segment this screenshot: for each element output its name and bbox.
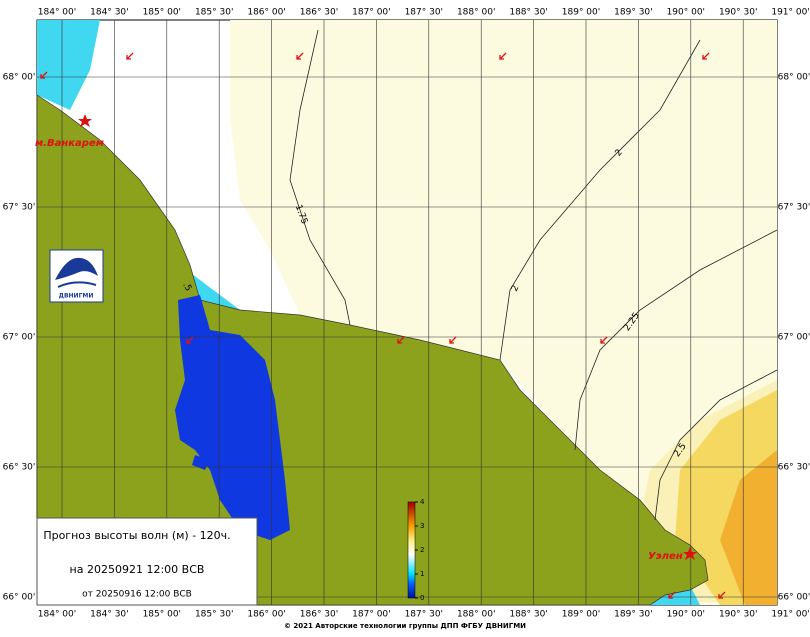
lat-label: 66° 00': [778, 593, 810, 603]
lat-label: 67° 00': [778, 333, 810, 343]
lon-label: 190° 00': [667, 610, 705, 620]
lon-label: 188° 30': [509, 610, 547, 620]
lon-label: 190° 30': [719, 8, 757, 18]
contour-line: [289, 29, 351, 326]
logo-text: ДВНИГМИ: [59, 293, 94, 300]
info-issued: от 20250916 12:00 ВСВ: [82, 590, 192, 600]
lon-label: 191° 00': [771, 8, 809, 18]
lat-label: 67° 30': [778, 203, 810, 213]
colorbar-label: 0: [420, 594, 424, 602]
lon-label: 189° 00': [562, 610, 600, 620]
lon-label: 184° 30': [90, 8, 128, 18]
lagoon: [192, 455, 210, 470]
lat-label: 67° 00': [3, 333, 36, 343]
lon-label: 186° 00': [247, 610, 285, 620]
lon-label: 189° 30': [614, 8, 652, 18]
logo-mark: [55, 257, 98, 280]
wave-arrow: [186, 336, 194, 344]
lagoon: [175, 295, 290, 540]
lon-label: 185° 00': [143, 8, 181, 18]
lon-label: 188° 30': [509, 8, 547, 18]
place-label: Уэлен: [648, 551, 683, 562]
wave-arrow: [499, 52, 507, 60]
contour-line: [499, 39, 701, 361]
colorbar-label: 1: [420, 570, 424, 578]
lat-label: 66° 30': [778, 463, 810, 473]
lon-label: 188° 00': [457, 8, 495, 18]
lon-label: 184° 00': [38, 8, 76, 18]
place-label: м.Ванкарем: [35, 138, 104, 149]
lon-label: 184° 30': [90, 610, 128, 620]
info-valid: на 20250921 12:00 ВСВ: [70, 563, 205, 576]
lon-label: 185° 30': [195, 610, 233, 620]
lat-label: 67° 30': [3, 203, 36, 213]
lon-label: 191° 00': [771, 610, 809, 620]
contour-line: [574, 229, 778, 451]
wave-arrow: [296, 52, 304, 60]
wave-arrow: [397, 336, 405, 344]
lon-label: 187° 30': [405, 610, 443, 620]
contour-label: 2: [510, 284, 521, 293]
lon-label: 187° 00': [352, 8, 390, 18]
sea-higher: [720, 450, 777, 605]
place-marker: [683, 547, 697, 560]
lon-label: 185° 30': [195, 8, 233, 18]
lat-label: 68° 00': [778, 73, 810, 83]
colorbar-label: 3: [420, 522, 424, 530]
lon-label: 190° 30': [719, 610, 757, 620]
lon-label: 184° 00': [38, 610, 76, 620]
land: [36, 94, 709, 606]
wave-arrow: [449, 336, 457, 344]
lon-label: 190° 00': [667, 8, 705, 18]
lon-label: 189° 00': [562, 8, 600, 18]
wave-arrow: [702, 52, 710, 60]
sea-shallow: [37, 20, 100, 110]
colorbar-label: 2: [420, 546, 424, 554]
lon-label: 188° 00': [457, 610, 495, 620]
colorbar: [407, 501, 416, 599]
copyright: © 2021 Авторские технологии группы ДПП Ф…: [284, 622, 526, 630]
sea-low: [230, 20, 777, 605]
contour-line: [654, 369, 778, 521]
lat-label: 66° 00': [3, 593, 36, 603]
logo-mark: [57, 281, 97, 288]
place-marker: [78, 114, 92, 127]
wave-arrow: [668, 591, 676, 599]
wave-arrow: [600, 336, 608, 344]
info-title: Прогноз высоты волн (м) - 120ч.: [43, 529, 230, 542]
lon-label: 186° 00': [247, 8, 285, 18]
lon-label: 185° 00': [143, 610, 181, 620]
lon-label: 187° 00': [352, 610, 390, 620]
wave-arrow: [40, 71, 48, 79]
wave-arrow: [718, 591, 726, 599]
contour-label: 2: [614, 148, 625, 159]
colorbar-label: 4: [420, 498, 425, 506]
lon-label: 189° 30': [614, 610, 652, 620]
lat-label: 68° 00': [3, 73, 36, 83]
lat-label: 66° 30': [3, 463, 36, 473]
lon-label: 186° 30': [300, 610, 338, 620]
info-box: [36, 517, 258, 606]
lon-label: 187° 30': [405, 8, 443, 18]
wave-arrow: [126, 52, 134, 60]
lon-label: 186° 30': [300, 8, 338, 18]
